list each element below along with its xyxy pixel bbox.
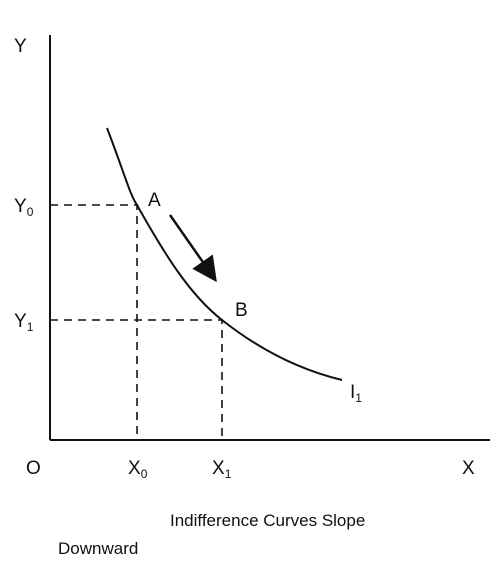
curve-label: I1	[350, 382, 362, 405]
origin-label: O	[26, 458, 41, 479]
caption: Downward	[58, 539, 138, 558]
x-axis-label: X	[462, 458, 475, 479]
point-label: B	[235, 300, 248, 321]
dashed-guides	[50, 204, 223, 440]
x-label: X0	[128, 458, 148, 481]
y-label: Y0	[14, 196, 34, 219]
point-label: A	[148, 190, 161, 211]
y-label: Y1	[14, 311, 34, 334]
caption: Indifference Curves Slope	[170, 511, 365, 530]
indifference-curve	[106, 127, 343, 381]
arrow	[168, 214, 217, 283]
x-label: X1	[212, 458, 232, 481]
y-axis-label: Y	[14, 36, 27, 57]
